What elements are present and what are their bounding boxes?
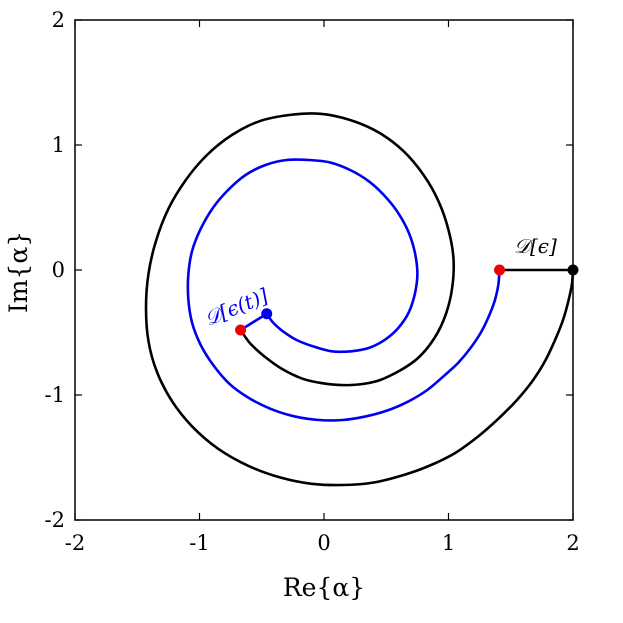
y-axis-label: Im{α} xyxy=(4,231,33,313)
annotation-d-epsilon: 𝒟[ϵ] xyxy=(514,234,557,258)
x-tick-label-1: -1 xyxy=(189,531,209,555)
annotation-d-epsilon-t: 𝒟[ϵ(t)] xyxy=(201,283,272,330)
y-tick-label-3: 1 xyxy=(52,133,65,157)
y-tick-label-1: -1 xyxy=(45,383,65,407)
point-marker-1 xyxy=(494,264,506,276)
y-tick-label-4: 2 xyxy=(52,8,65,32)
point-marker-2 xyxy=(261,308,273,320)
x-axis-label: Re{α} xyxy=(283,573,365,602)
x-tick-label-3: 1 xyxy=(442,531,455,555)
y-tick-label-2: 0 xyxy=(52,258,65,282)
x-tick-label-2: 0 xyxy=(317,531,330,555)
spiral-curve-1 xyxy=(186,158,501,422)
x-tick-label-4: 2 xyxy=(566,531,579,555)
tick-layer: -2-2 -1 -1 0 0 1 1 2 2 xyxy=(45,8,580,555)
y-tick-label-0: -2 xyxy=(45,508,65,532)
spiral-curve-0 xyxy=(144,112,575,487)
marker-layer xyxy=(235,264,579,336)
x-tick-label-0: -2 xyxy=(65,531,85,555)
point-marker-3 xyxy=(235,324,247,336)
series-layer xyxy=(144,112,575,487)
